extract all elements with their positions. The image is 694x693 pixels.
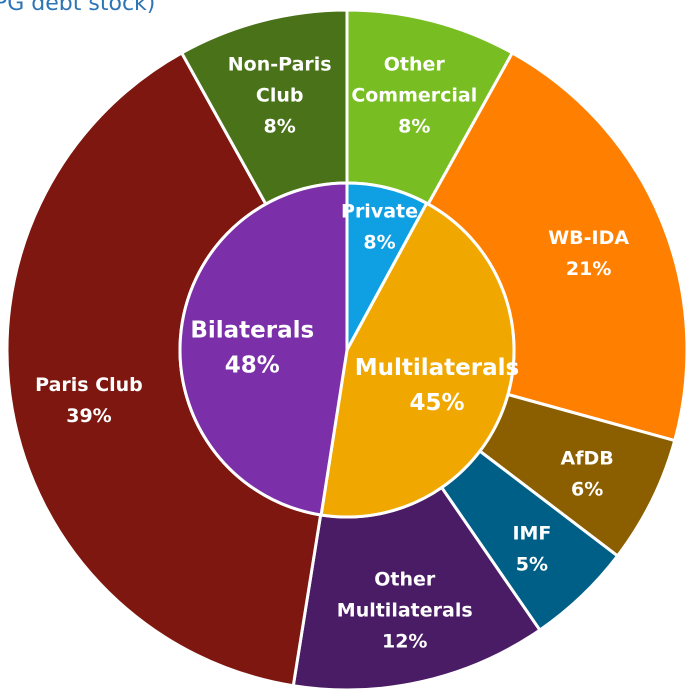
outer-other-commercial-name-label-1: Other	[384, 53, 446, 75]
outer-ring	[5, 8, 689, 692]
inner-ring	[178, 181, 516, 519]
outer-imf-percent-label: 5%	[516, 553, 548, 575]
outer-wb-ida-percent-label: 21%	[566, 258, 611, 280]
outer-non-paris-club-name-label-1: Non-Paris	[228, 53, 332, 75]
outer-other-multilaterals-name-label-1: Other	[374, 568, 436, 590]
outer-non-paris-club-name-label-2: Club	[256, 84, 304, 106]
outer-paris-club-percent-label: 39%	[66, 405, 111, 427]
outer-other-multilaterals-percent-label: 12%	[382, 630, 427, 652]
chart-title: PG debt stock)	[0, 0, 155, 16]
inner-segment-bilaterals	[178, 181, 349, 517]
outer-other-commercial-percent-label: 8%	[398, 115, 430, 137]
outer-afdb-percent-label: 6%	[571, 478, 603, 500]
outer-afdb-name-label: AfDB	[561, 447, 614, 469]
outer-wb-ida-name-label: WB-IDA	[548, 227, 629, 249]
inner-private-name-label: Private	[341, 200, 418, 222]
inner-segment-multilaterals	[319, 201, 516, 519]
segment-labels: Other Commercial 8% WB-IDA 21% AfDB 6% IMF 5% Oth…	[35, 53, 629, 652]
outer-imf-name-label: IMF	[512, 522, 551, 544]
outer-other-commercial-name-label-2: Commercial	[351, 84, 477, 106]
inner-private-percent-label: 8%	[363, 231, 395, 253]
inner-multilaterals-percent-label: 45%	[409, 390, 464, 416]
inner-bilaterals-name-label: Bilaterals	[190, 317, 314, 343]
inner-multilaterals-name-label: Multilaterals	[355, 355, 519, 381]
inner-bilaterals-percent-label: 48%	[225, 352, 280, 378]
outer-paris-club-name-label: Paris Club	[35, 374, 143, 396]
outer-other-multilaterals-name-label-2: Multilaterals	[337, 599, 473, 621]
outer-non-paris-club-percent-label: 8%	[264, 115, 296, 137]
